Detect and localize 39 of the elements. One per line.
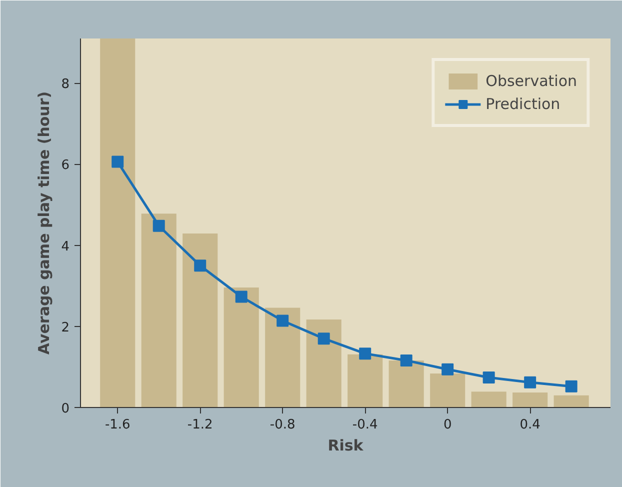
point	[359, 348, 372, 360]
bar	[100, 38, 136, 408]
point	[318, 332, 330, 345]
y-tick-label: 4	[61, 239, 70, 254]
point	[276, 314, 289, 327]
y-tick-label: 6	[61, 158, 70, 174]
legend-label: Observation	[486, 72, 577, 90]
bar	[182, 234, 218, 408]
point	[524, 376, 536, 388]
bar	[430, 373, 466, 408]
point	[565, 380, 578, 392]
legend-label: Prediction	[486, 95, 560, 113]
point	[235, 290, 248, 303]
x-tick-label: -1.2	[187, 418, 213, 432]
x-tick-label: -1.6	[104, 418, 130, 432]
bar	[471, 392, 506, 408]
point	[194, 260, 206, 272]
bar	[265, 308, 300, 408]
y-tick-label: 0	[61, 402, 70, 416]
y-tick-label: 8	[61, 77, 70, 92]
point	[482, 371, 495, 384]
y-axis-title: Average game play time (hour)	[35, 91, 54, 355]
x-tick-label: 0.4	[520, 418, 540, 432]
x-tick-label: -0.4	[352, 418, 378, 432]
bar	[224, 287, 259, 408]
point	[442, 363, 454, 376]
bar	[141, 214, 176, 408]
point	[400, 354, 412, 366]
bar	[306, 320, 342, 408]
x-tick-label: -0.8	[270, 418, 296, 432]
bar	[512, 392, 548, 408]
x-tick-label: 0	[443, 418, 452, 432]
x-axis-title: Risk	[328, 436, 364, 454]
y-tick-label: 2	[61, 320, 70, 336]
bar	[348, 354, 383, 408]
point	[112, 156, 124, 168]
bar	[554, 395, 589, 408]
point	[152, 220, 165, 232]
bar	[388, 360, 424, 408]
